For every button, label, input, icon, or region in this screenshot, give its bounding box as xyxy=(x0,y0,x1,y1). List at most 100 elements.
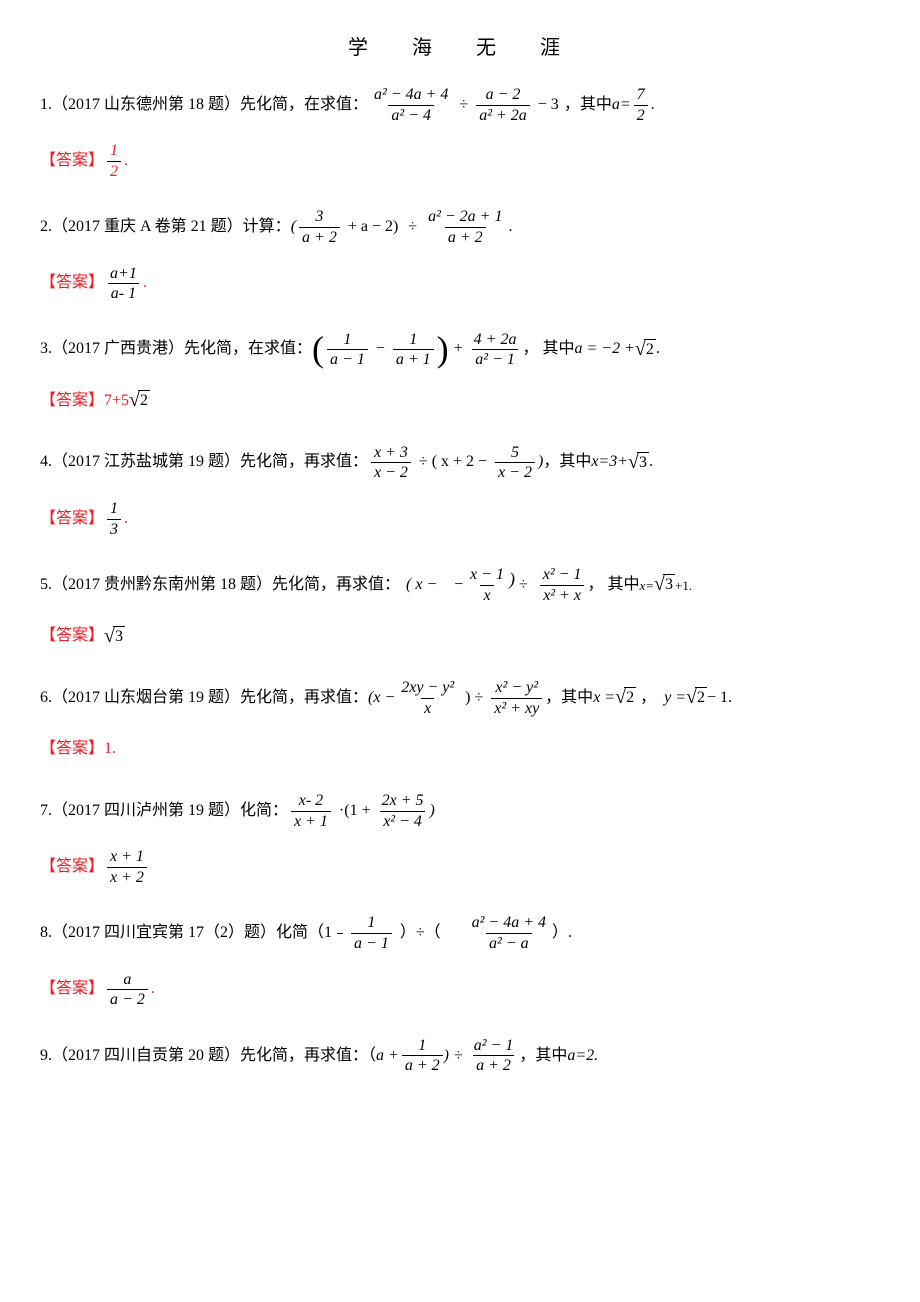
answer-text: 1. xyxy=(104,735,116,764)
paren-close: ) xyxy=(437,335,449,364)
numerator: a² − 4a + 4 xyxy=(469,914,549,933)
numerator: 4 + 2a xyxy=(471,331,520,350)
problem-index: 3. xyxy=(40,335,52,364)
fraction: 1 a + 2 xyxy=(402,1037,443,1075)
denominator: a² − 4 xyxy=(388,105,434,125)
fraction: a − 2 a² + 2a xyxy=(476,86,530,124)
answer-fraction: 1 3 xyxy=(107,500,121,538)
problem-1: 1. （2017 山东德州第 18 题）先化简，在求值： a² − 4a + 4… xyxy=(40,86,880,124)
denominator: a + 1 xyxy=(393,349,434,369)
operator-minus: − xyxy=(376,335,385,364)
problem-source: （2017 江苏盐城第 19 题）先化简，再求值： xyxy=(52,448,368,477)
denominator: x xyxy=(480,585,493,605)
paren-open: ( xyxy=(291,213,296,242)
paren-open: ( xyxy=(312,335,324,364)
numerator: 1 xyxy=(364,914,378,933)
denominator: x² − 4 xyxy=(380,811,425,831)
expr-tail: − 3 xyxy=(538,91,559,120)
problem-source: （2017 山东烟台第 19 题）先化简，再求值： xyxy=(52,684,368,713)
answer-suffix: . xyxy=(124,147,128,176)
denominator: x − 2 xyxy=(495,462,535,482)
numerator: 1 xyxy=(340,331,354,350)
answer-suffix: . xyxy=(124,505,128,534)
variable-x: x = xyxy=(593,684,615,713)
denominator: 3 xyxy=(107,519,121,539)
numerator: x² − y² xyxy=(492,679,541,698)
problem-source: （2017 四川宜宾第 17（2）题）化简（1﹣ xyxy=(52,919,348,948)
sqrt-arg: 2 xyxy=(644,339,656,361)
problem-index: 5. xyxy=(40,571,52,600)
denominator: a² − 1 xyxy=(472,349,518,369)
separator: ， xyxy=(636,684,664,713)
stray-paren: ) xyxy=(509,570,515,590)
text-where: ，其中 xyxy=(543,448,591,477)
operator-divide: ) ÷ xyxy=(465,684,483,713)
answer-fraction: 1 2 xyxy=(107,142,121,180)
fraction: a² − 4a + 4 a² − a xyxy=(469,914,549,952)
denominator: x xyxy=(421,698,434,718)
operator-divide: ÷ ( x + 2 − xyxy=(419,448,487,477)
answer-2: 【答案】 a+1 a- 1 . xyxy=(40,265,880,303)
numerator: 2x + 5 xyxy=(379,792,427,811)
answer-suffix: . xyxy=(151,975,155,1004)
operator-divide: ÷ xyxy=(454,1042,463,1071)
sqrt: √2 xyxy=(635,339,656,361)
operator-dot: ·(1 + xyxy=(339,797,371,826)
expr-mid: ）÷（ xyxy=(400,919,441,948)
answer-fraction: x + 1 x + 2 xyxy=(107,848,147,886)
numerator: 1 xyxy=(107,500,121,519)
problem-9: 9. （2017 四川自贡第 20 题）先化简，再求值：（ a + 1 a + … xyxy=(40,1037,880,1075)
answer-8: 【答案】 a a − 2 . xyxy=(40,971,880,1009)
denominator: a² + 2a xyxy=(476,105,530,125)
paren-close: ) xyxy=(430,797,435,826)
answer-label: 【答案】 xyxy=(40,975,104,1004)
fraction: 2x + 5 x² − 4 xyxy=(379,792,427,830)
operator-plus: + xyxy=(454,335,463,364)
operator-divide: ÷ xyxy=(459,91,468,120)
numerator: 1 xyxy=(107,142,121,161)
denominator: x + 2 xyxy=(107,867,147,887)
problem-8: 8. （2017 四川宜宾第 17（2）题）化简（1﹣ 1 a − 1 ）÷（ … xyxy=(40,914,880,952)
answer-3: 【答案】 7+5 √2 xyxy=(40,387,880,416)
fraction: x + 3 x − 2 xyxy=(371,444,411,482)
problem-source: （2017 贵州黔东南州第 18 题）先化简，再求值： xyxy=(52,571,400,600)
denominator: a + 2 xyxy=(445,227,486,247)
numerator: a xyxy=(120,971,134,990)
answer-text: 7+5 xyxy=(104,387,129,416)
fraction: a² − 4a + 4 a² − 4 xyxy=(371,86,451,124)
denominator: a − 1 xyxy=(351,933,392,953)
answer-label: 【答案】 xyxy=(40,269,104,298)
denominator: 2 xyxy=(107,161,121,181)
sqrt: √3 xyxy=(104,626,125,648)
fraction: x² − 1 x² + x xyxy=(540,566,585,604)
text-where: ， 其中 xyxy=(522,335,574,364)
paren-close: ）. xyxy=(552,919,572,948)
sqrt: √2 xyxy=(615,687,636,709)
denominator: a − 2 xyxy=(107,989,148,1009)
problem-4: 4. （2017 江苏盐城第 19 题）先化简，再求值： x + 3 x − 2… xyxy=(40,444,880,482)
answer-label: 【答案】 xyxy=(40,387,104,416)
denominator: x² + xy xyxy=(491,698,542,718)
numerator: a − 2 xyxy=(483,86,524,105)
problem-index: 6. xyxy=(40,684,52,713)
problem-7: 7. （2017 四川泸州第 19 题）化简： x- 2 x + 1 ·(1 +… xyxy=(40,792,880,830)
paren-open: (x − xyxy=(368,684,395,713)
answer-7: 【答案】 x + 1 x + 2 xyxy=(40,848,880,886)
period: . xyxy=(651,91,655,120)
period: . xyxy=(656,335,660,364)
problem-index: 8. xyxy=(40,919,52,948)
denominator: a + 2 xyxy=(473,1055,514,1075)
answer-label: 【答案】 xyxy=(40,735,104,764)
problem-source: （2017 四川泸州第 19 题）化简： xyxy=(52,797,288,826)
answer-label: 【答案】 xyxy=(40,622,104,651)
operator-divide: ÷ xyxy=(515,571,532,600)
expr-tail: +1. xyxy=(675,574,692,597)
answer-suffix: . xyxy=(143,269,147,298)
sqrt: √2 xyxy=(686,687,707,709)
variable: a= xyxy=(612,91,631,120)
problem-2: 2. （2017 重庆 A 卷第 21 题）计算： ( 3 a + 2 + a … xyxy=(40,208,880,246)
numerator: x + 3 xyxy=(371,444,411,463)
numerator: a² − 4a + 4 xyxy=(371,86,451,105)
answer-6: 【答案】 1. xyxy=(40,735,880,764)
paren-close: ) xyxy=(444,1042,449,1071)
